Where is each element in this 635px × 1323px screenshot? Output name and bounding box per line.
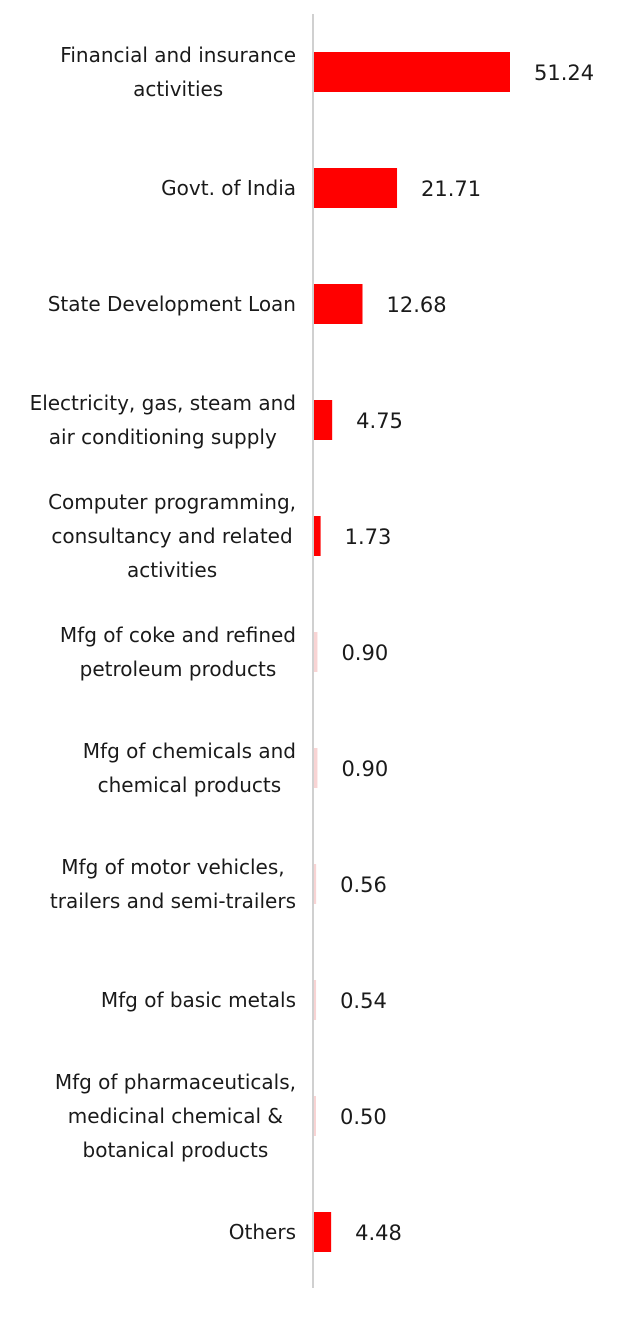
category-label-2: State Development Loan [48,292,296,316]
category-label-4: Computer programming, consultancy and rel… [48,490,296,582]
value-label-1: 21.71 [421,177,481,201]
bar-7 [314,864,317,904]
bar-2 [314,284,363,324]
bar-6 [314,748,318,788]
value-label-3: 4.75 [356,409,403,433]
category-label-1: Govt. of India [161,176,296,200]
bar-9 [314,1096,316,1136]
value-label-0: 51.24 [534,61,594,85]
category-labels-group: Financial and insurance activities Govt. o… [30,43,296,1244]
value-label-6: 0.90 [341,757,388,781]
bar-3 [314,400,333,440]
value-label-4: 1.73 [345,525,392,549]
value-label-2: 12.68 [387,293,447,317]
value-label-9: 0.50 [340,1105,387,1129]
value-label-8: 0.54 [340,989,387,1013]
bar-1 [314,168,398,208]
category-label-0: Financial and insurance activities [60,43,296,101]
value-label-5: 0.90 [341,641,388,665]
bar-5 [314,632,318,672]
category-label-9: Mfg of pharmaceuticals, medicinal chemica… [55,1070,296,1162]
category-label-7: Mfg of motor vehicles, trailers and semi-… [50,855,296,913]
value-label-10: 4.48 [355,1221,402,1245]
category-label-10: Others [229,1220,296,1244]
value-labels-group: 51.24 21.71 12.68 4.75 1.73 0.90 0.90 0.56 0.54 0… [340,61,594,1245]
category-label-8: Mfg of basic metals [101,988,296,1012]
bar-8 [314,980,317,1020]
category-label-6: Mfg of chemicals and chemical products [83,739,296,797]
bar-4 [314,516,321,556]
category-label-5: Mfg of coke and refined petroleum product… [60,623,296,681]
bar-10 [314,1212,332,1252]
bar-0 [314,52,510,92]
value-label-7: 0.56 [340,873,387,897]
category-label-3: Electricity, gas, steam and air condition… [30,391,296,449]
bars-group [314,52,510,1252]
